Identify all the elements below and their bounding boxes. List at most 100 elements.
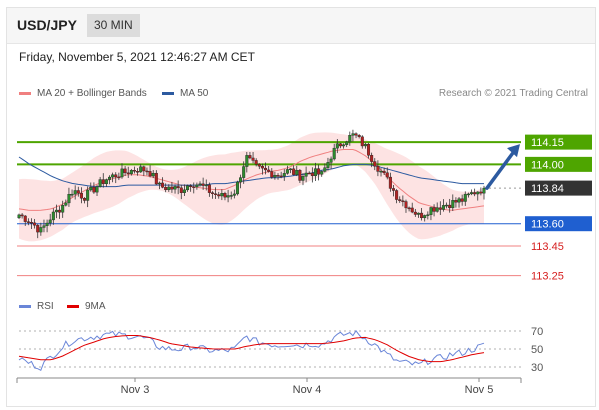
candle-body [257, 164, 261, 167]
candle-body [36, 225, 40, 233]
candle-body [332, 147, 336, 160]
candle-body [320, 171, 324, 175]
candle-body [217, 194, 221, 197]
candle-body [248, 155, 252, 159]
candle-body [360, 136, 364, 147]
candle-body [391, 188, 395, 191]
candle-body [310, 172, 314, 177]
candle-body [89, 186, 93, 191]
candle-body [451, 200, 455, 209]
candle-body [23, 215, 27, 222]
candle-body [64, 202, 68, 206]
candle-body [154, 172, 158, 185]
candle-body [164, 187, 168, 191]
candle-body [410, 207, 414, 213]
projection-arrowhead [507, 144, 520, 158]
candle-body [338, 143, 342, 147]
candle-body [58, 209, 62, 213]
candle-body [416, 212, 420, 215]
candle-body [210, 192, 214, 194]
candle-body [423, 215, 427, 219]
candle-body [313, 168, 317, 177]
candle-body [117, 176, 121, 179]
candle-body [45, 222, 49, 226]
candle-body [407, 207, 411, 210]
candle-body [120, 168, 124, 178]
candle-body [20, 214, 24, 217]
candle-body [189, 185, 193, 187]
candle-body [126, 172, 130, 175]
candle-body [367, 144, 371, 156]
candle-body [108, 176, 112, 180]
candle-body [145, 170, 149, 173]
candle-body [388, 176, 392, 189]
candle-body [363, 144, 367, 147]
candle-body [445, 204, 449, 207]
candle-body [182, 189, 186, 193]
candle-body [111, 174, 115, 178]
candle-body [301, 176, 305, 181]
candle-body [70, 193, 74, 196]
candle-body [260, 166, 264, 169]
candle-body [123, 168, 127, 174]
candle-body [289, 168, 293, 171]
candle-body [95, 186, 99, 193]
candle-body [426, 214, 430, 216]
candle-body [207, 184, 211, 193]
timeframe-button[interactable]: 30 MIN [87, 14, 140, 37]
candle-body [348, 135, 352, 143]
candle-body [317, 168, 321, 175]
candle-body [48, 219, 52, 224]
candle-body [473, 192, 477, 195]
candle-body [460, 198, 464, 202]
candle-body [342, 144, 346, 147]
legend-9ma-swatch [67, 304, 79, 308]
candle-body [357, 135, 361, 138]
candle-body [438, 207, 442, 210]
candle-body [151, 172, 155, 177]
candle-body [345, 141, 349, 145]
legend-rsi-label: RSI [37, 301, 54, 312]
candle-body [61, 205, 65, 213]
candle-body [17, 214, 21, 219]
candle-body [295, 170, 299, 175]
candle-body [404, 201, 408, 209]
candle-body [229, 195, 233, 197]
candle-body [232, 193, 236, 196]
candle-body [382, 170, 386, 173]
candle-body [186, 185, 190, 191]
chart-toolbar: USD/JPY 30 MIN [7, 8, 595, 44]
candle-body [86, 189, 90, 201]
candle-body [270, 171, 274, 178]
candle-body [395, 190, 399, 200]
candle-body [201, 183, 205, 186]
candle-body [476, 191, 480, 195]
candle-body [420, 212, 424, 219]
candle-body [435, 207, 439, 212]
level-label-113.45: 113.45 [531, 241, 564, 253]
candle-body [385, 172, 389, 178]
candle-body [51, 211, 55, 221]
candle-body [132, 170, 136, 172]
candle-body [161, 182, 165, 188]
legend-ma20-label: MA 20 + Bollinger Bands [37, 88, 147, 99]
level-label-114.00: 114.00 [531, 159, 564, 171]
ma20-line [18, 149, 485, 211]
level-label-114.15: 114.15 [531, 137, 564, 149]
legend-ma20: MA 20 + Bollinger Bands [19, 88, 147, 99]
candle-body [285, 169, 289, 174]
candle-body [148, 171, 152, 177]
candle-body [101, 179, 105, 185]
candle-body [76, 190, 80, 194]
candle-body [379, 170, 383, 173]
candle-body [441, 205, 445, 210]
x-tick-label-1: Nov 4 [293, 384, 322, 396]
candle-body [33, 222, 37, 226]
candle-body [454, 200, 458, 203]
candle-body [214, 193, 218, 195]
candle-body [307, 172, 311, 175]
candle-body [264, 167, 268, 171]
candle-body [136, 171, 140, 173]
candle-body [173, 186, 177, 190]
